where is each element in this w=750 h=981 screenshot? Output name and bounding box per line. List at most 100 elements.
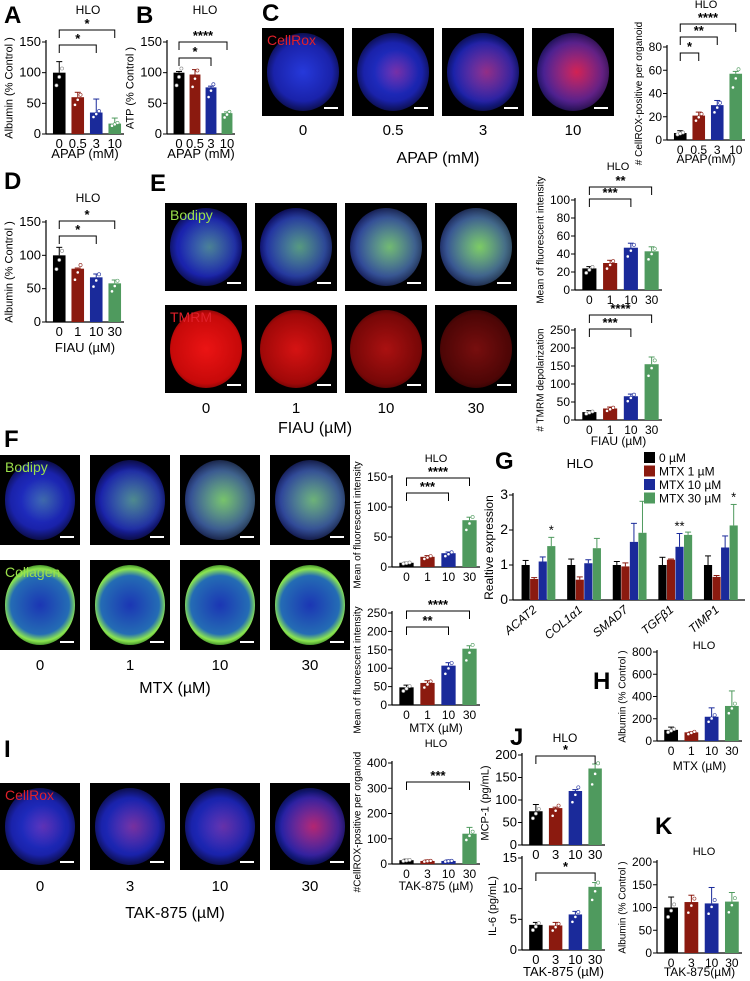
d-data-point [75,270,80,275]
e1-significance-bracket [588,186,653,195]
c-chart-title: HLO [695,0,718,11]
g-bar-0-0 [521,565,530,600]
a-significance-bracket [58,44,97,53]
h-data-point [729,706,734,711]
organoid-image [349,208,423,286]
c-data-point [681,130,685,135]
b-data-point [193,76,197,81]
organoid-image [94,460,166,540]
d-significance-label: * [84,207,90,222]
j1-data-point [533,811,538,816]
f1-data-point [407,560,412,565]
channel-label: TMRM [170,309,212,325]
j1-bar-2 [568,791,583,845]
h-y-tick-label: 800 [632,645,652,659]
organoid-image [274,565,346,645]
d-bar-0 [52,255,66,322]
i-data-point [404,858,409,863]
legend-swatch-3 [644,492,655,504]
c-data-point [718,100,722,105]
e2-bar-0 [582,412,597,420]
b-category-label: 3 [207,136,214,151]
scale-bar [60,861,74,863]
k-data-point [729,903,734,908]
e2-bar-2 [623,396,638,420]
i-y-tick-label: 400 [367,756,387,770]
c-category-label: 0 [677,143,684,157]
c-image-1 [352,28,434,116]
k-data-point [672,902,677,907]
j1-category-label: 10 [568,847,582,862]
g-category-label: COL1α1 [542,603,585,643]
c-dose-label: 0 [298,122,308,139]
e2-significance-label: **** [610,301,631,316]
h-data-point [709,716,714,721]
scale-bar [330,536,344,538]
e1-significance-label: *** [603,185,619,200]
c-data-point [731,85,735,90]
f2-data-point [470,642,475,647]
j1-chart-title: HLO [553,731,578,745]
f2-category-label: 0 [403,708,410,722]
panel-label-d: D [4,168,22,195]
panel-label-h: H [593,668,611,695]
g-bar-1-4 [712,576,721,600]
j1-data-point [576,785,581,790]
f2-y-tick-label: 50 [374,680,388,694]
e1-bar-1 [603,263,618,290]
j2-y-tick-label: 10 [503,881,517,896]
b-category-label: 10 [220,136,234,151]
a-bar-1 [71,97,85,134]
j2-data-point [536,921,541,926]
j2-data-point [533,924,538,929]
h-data-point [706,719,711,724]
scale-bar [317,384,331,386]
k-y-tick-label: 150 [632,878,652,892]
a-data-point [115,120,120,125]
f2-bar-3 [462,648,477,705]
g-bar-2-4 [721,547,730,600]
g-bar-2-0 [538,561,547,600]
d-significance-label: * [75,222,81,237]
e1-category-label: 30 [645,293,659,307]
a-data-point [75,97,80,102]
j1-data-point [531,816,535,821]
e2-data-point [646,373,651,378]
e1-y-tick-label: 100 [550,193,570,207]
i-y-tick-label: 200 [367,807,387,821]
e2-y-tick-label: 50 [557,395,571,409]
e-tmrm-image-0: TMRM [165,305,247,393]
k-data-point [712,898,717,902]
f1-data-point [425,555,430,560]
scale-bar [317,282,331,284]
c-y-axis-label: # CellROX-positive per organoid [634,22,645,165]
b-x-axis-label: APAP (mM) [167,146,234,161]
organoid-image [94,565,166,645]
f2-category-label: 1 [424,708,431,722]
scale-bar [330,861,344,863]
f2-data-point [467,650,472,655]
b-data-point [206,95,211,99]
f2-y-tick-label: 150 [367,643,387,657]
h-data-point [726,711,731,716]
e2-category-label: 1 [607,423,614,437]
d-category-label: 30 [108,324,122,339]
organoid-image [184,788,256,865]
e2-y-axis-label: # TMRM depolarization [535,328,546,431]
c-data-point [694,118,698,123]
a-y-tick-label: 150 [19,34,41,49]
channel-label: Collagen [5,564,61,580]
g-bar-0-1 [567,565,576,600]
c-y-tick-label: 20 [649,110,663,124]
g-bar-2-3 [675,546,684,600]
panel-label-f: F [4,426,19,453]
f2-data-point [449,661,454,665]
d-data-point [97,272,101,277]
f2-significance-bracket [406,626,449,635]
b-data-point [209,88,213,93]
f-bodipy-image-0: Bodipy [0,455,80,545]
g-bar-1-0 [530,579,539,600]
f2-data-point [404,686,409,691]
g-bar-3-3 [684,534,693,600]
b-data-point [190,84,195,89]
